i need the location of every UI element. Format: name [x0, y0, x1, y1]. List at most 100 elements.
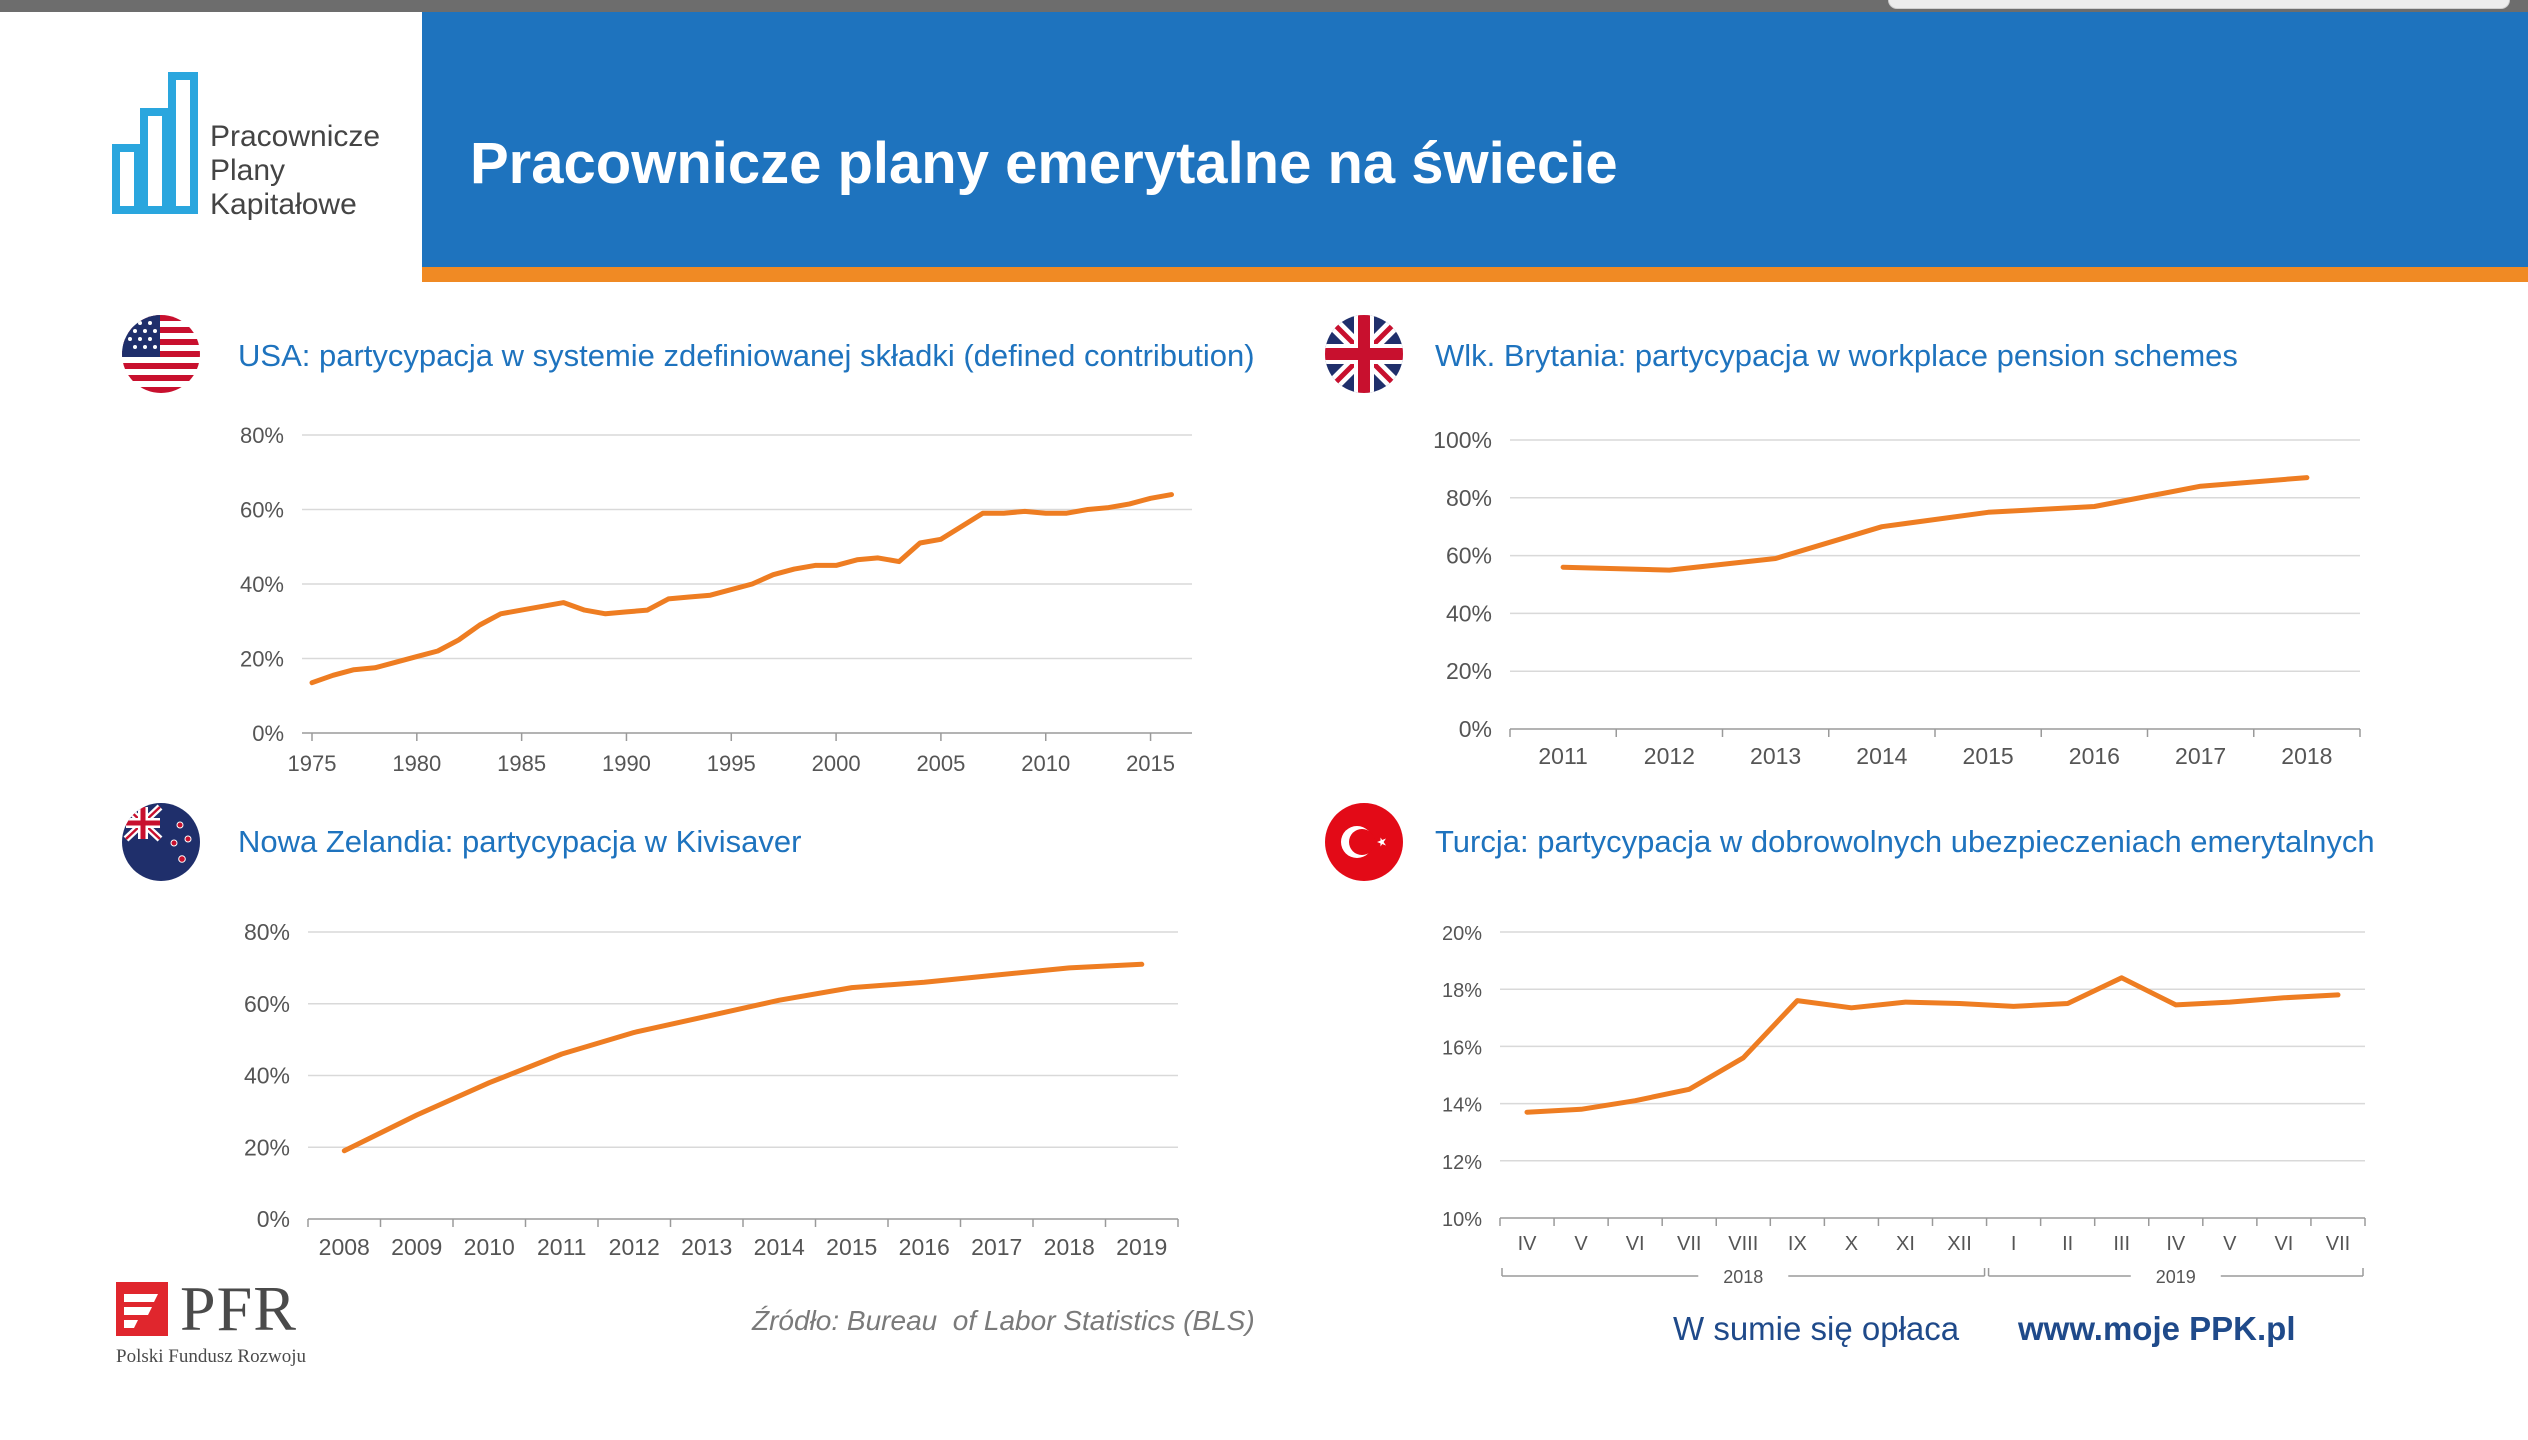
website-link[interactable]: www.moje PPK.pl: [2018, 1310, 2296, 1347]
nz-participation-chart: 0% 20% 40% 60% 80% 2008 2009 2010 2011 2012 2013 20…: [244, 919, 1179, 1260]
x-category-label: 2017: [2175, 743, 2226, 769]
x-category-label: V: [1574, 1233, 1588, 1255]
group-label: 2018: [1723, 1267, 1763, 1287]
data-series-line: [341, 961, 1145, 1154]
header-banner: [422, 12, 2528, 267]
data-series-line: [309, 492, 1174, 686]
x-tick-label: 1985: [497, 751, 546, 776]
x-category-label: 2016: [899, 1234, 950, 1260]
turkey-flag-icon: [1325, 803, 1403, 881]
x-category-label: 2008: [319, 1234, 370, 1260]
x-category-label: VI: [1626, 1233, 1645, 1255]
x-category-label: V: [2223, 1233, 2237, 1255]
y-tick-label: 80%: [244, 919, 290, 945]
browser-top-strip: [0, 0, 2528, 12]
x-category-label: XI: [1896, 1233, 1915, 1255]
x-category-label: 2015: [826, 1234, 877, 1260]
y-tick-label: 40%: [244, 1063, 290, 1089]
x-category-label: 2013: [681, 1234, 732, 1260]
y-tick-label: 20%: [240, 647, 284, 672]
x-category-label: 2018: [1044, 1234, 1095, 1260]
y-tick-label: 80%: [240, 423, 284, 448]
x-category-label: II: [2062, 1233, 2073, 1255]
turkey-participation-chart: 10%12%14%16%18%20%IV V VI VII VIII IX X XI XII I I…: [1442, 923, 2366, 1287]
logo-line-3: Kapitałowe: [210, 188, 357, 221]
x-category-label: 2012: [1644, 743, 1695, 769]
source-note: Źródło: Bureau of Labor Statistics (BLS): [752, 1305, 1255, 1336]
turkey-chart-title: Turcja: partycypacja w dobrowolnych ubez…: [1435, 824, 2375, 859]
data-series-line: [1524, 975, 2341, 1115]
y-tick-label: 0%: [257, 1206, 290, 1232]
y-tick-label: 40%: [240, 572, 284, 597]
y-tick-label: 0%: [1459, 716, 1492, 742]
x-category-label: IX: [1788, 1233, 1807, 1255]
y-tick-label: 100%: [1433, 427, 1492, 453]
y-tick-label: 60%: [1446, 543, 1492, 569]
x-category-label: X: [1845, 1233, 1858, 1255]
pfr-logo-icon: [116, 1282, 168, 1336]
x-tick-label: 2000: [812, 751, 861, 776]
browser-tab: [1888, 0, 2510, 9]
x-category-label: 2012: [609, 1234, 660, 1260]
nz-flag-icon: [122, 803, 200, 881]
x-category-label: III: [2113, 1233, 2130, 1255]
y-tick-label: 12%: [1442, 1152, 1482, 1174]
group-label: 2019: [2156, 1267, 2196, 1287]
x-category-label: XII: [1947, 1233, 1971, 1255]
y-tick-label: 80%: [1446, 485, 1492, 511]
uk-flag-icon: [1325, 315, 1403, 393]
y-tick-label: 18%: [1442, 980, 1482, 1002]
logo-line-2: Plany: [210, 154, 286, 187]
y-tick-label: 10%: [1442, 1209, 1482, 1231]
pfr-subtitle: Polski Fundusz Rozwoju: [116, 1346, 307, 1367]
y-tick-label: 20%: [1442, 923, 1482, 945]
y-tick-label: 60%: [244, 991, 290, 1017]
y-tick-label: 0%: [252, 721, 284, 746]
slogan-text: W sumie się opłaca: [1673, 1310, 1960, 1347]
x-category-label: 2010: [464, 1234, 515, 1260]
ppk-logo-icon: [112, 72, 198, 214]
usa-participation-chart: 0% 20% 40% 60% 80% 1975 1980 1985 1990 1995 2000 20…: [240, 423, 1192, 776]
x-category-label: VIII: [1728, 1233, 1758, 1255]
x-tick-label: 1995: [707, 751, 756, 776]
x-category-label: 2009: [391, 1234, 442, 1260]
logo-line-1: Pracownicze: [210, 120, 381, 153]
x-category-label: 2019: [1116, 1234, 1167, 1260]
x-category-label: I: [2011, 1233, 2017, 1255]
ppk-logo-text: Pracownicze Plany Kapitałowe: [210, 120, 380, 222]
y-tick-label: 20%: [244, 1134, 290, 1160]
y-tick-label: 14%: [1442, 1095, 1482, 1117]
x-category-label: 2013: [1750, 743, 1801, 769]
usa-flag-icon: [122, 315, 200, 393]
x-tick-label: 1975: [288, 751, 337, 776]
x-category-label: 2011: [537, 1234, 586, 1260]
x-category-label: 2014: [754, 1234, 805, 1260]
x-tick-label: 2005: [916, 751, 965, 776]
x-category-label: VII: [1677, 1233, 1701, 1255]
x-category-label: 2018: [2281, 743, 2332, 769]
y-tick-label: 40%: [1446, 600, 1492, 626]
pfr-wordmark: PFR: [180, 1273, 297, 1344]
x-category-label: VII: [2326, 1233, 2350, 1255]
usa-chart-title: USA: partycypacja w systemie zdefiniowan…: [238, 338, 1255, 373]
pfr-logo: PFR Polski Fundusz Rozwoju: [112, 1273, 412, 1370]
page-title: Pracownicze plany emerytalne na świecie: [470, 131, 1618, 196]
x-category-label: 2011: [1538, 743, 1587, 769]
uk-participation-chart: 0% 20% 40% 60% 80% 100% 2011 2012 2013 2014 2015 20…: [1433, 427, 2361, 769]
ppk-logo: Pracownicze Plany Kapitałowe: [110, 68, 430, 228]
y-tick-label: 16%: [1442, 1037, 1482, 1059]
x-category-label: 2014: [1856, 743, 1907, 769]
x-category-label: 2015: [1963, 743, 2014, 769]
x-category-label: 2017: [971, 1234, 1022, 1260]
x-tick-label: 2010: [1021, 751, 1070, 776]
uk-chart-title: Wlk. Brytania: partycypacja w workplace …: [1435, 338, 2238, 373]
y-tick-label: 60%: [240, 498, 284, 523]
x-tick-label: 1980: [392, 751, 441, 776]
header-orange-stripe: [422, 267, 2528, 282]
nz-chart-title: Nowa Zelandia: partycypacja w Kivisaver: [238, 824, 802, 859]
x-category-label: IV: [1518, 1233, 1538, 1255]
x-tick-label: 2015: [1126, 751, 1175, 776]
x-tick-label: 1990: [602, 751, 651, 776]
x-category-label: VI: [2274, 1233, 2293, 1255]
data-series-line: [1560, 475, 2310, 573]
